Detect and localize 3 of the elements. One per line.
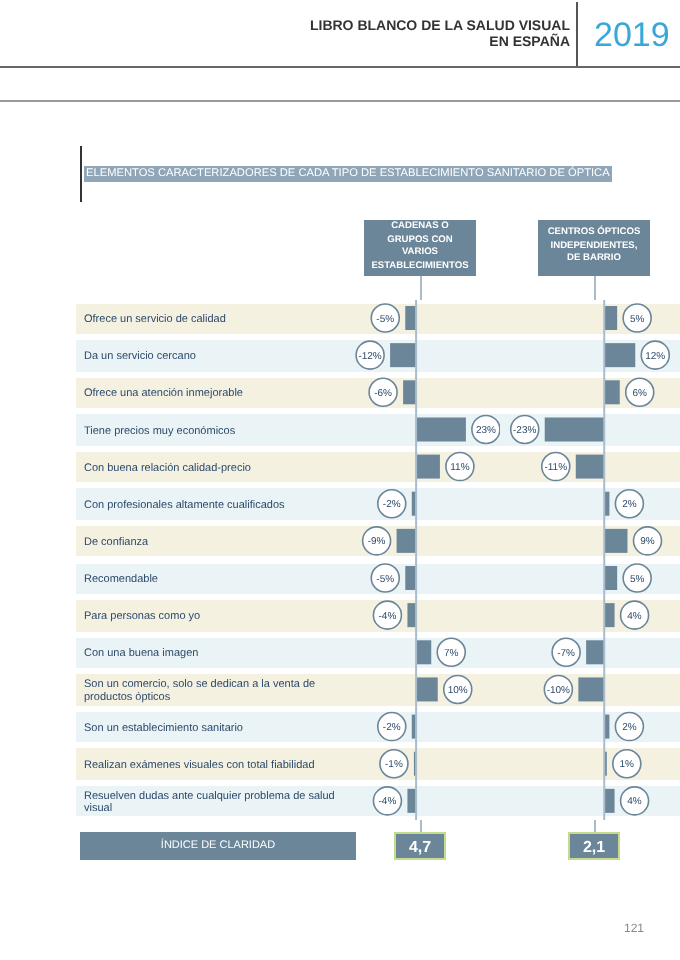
text: 2019 (594, 16, 670, 56)
text: 4,7 (394, 832, 446, 860)
text: 2,1 (568, 832, 620, 860)
